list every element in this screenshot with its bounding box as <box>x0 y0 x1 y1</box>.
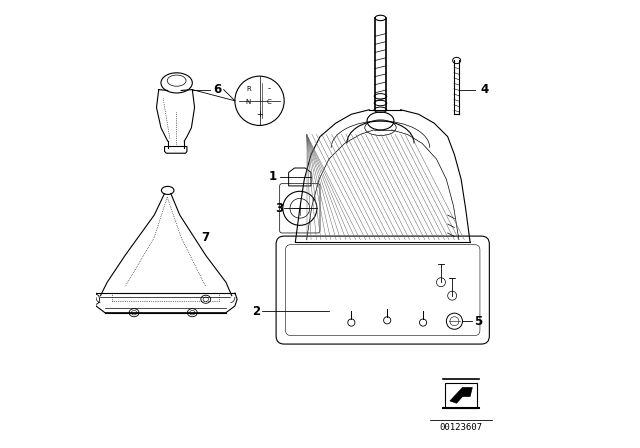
Text: 3: 3 <box>275 202 283 215</box>
Text: 5: 5 <box>474 314 483 328</box>
Text: 00123607: 00123607 <box>440 423 483 432</box>
Text: -: - <box>268 84 271 93</box>
Polygon shape <box>450 388 472 403</box>
Bar <box>445 383 477 408</box>
Text: +: + <box>256 110 263 119</box>
Text: 7: 7 <box>202 231 210 244</box>
Text: 2: 2 <box>252 305 260 318</box>
Text: 4: 4 <box>481 83 489 96</box>
Text: N: N <box>246 99 251 105</box>
Text: 1: 1 <box>269 170 277 184</box>
Text: R: R <box>246 86 251 92</box>
Text: C: C <box>267 99 272 105</box>
Text: 6: 6 <box>213 83 221 96</box>
